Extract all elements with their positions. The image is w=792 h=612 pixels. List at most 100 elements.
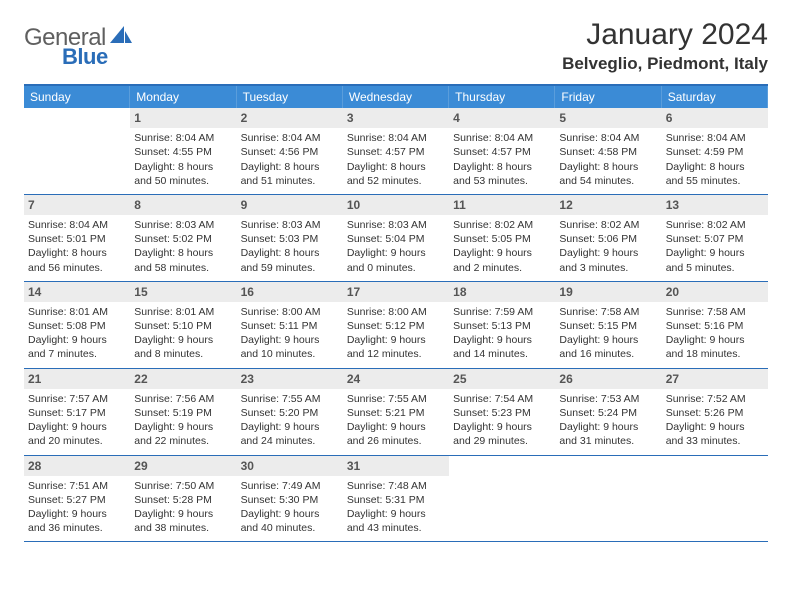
day-number: 5 [555, 108, 661, 128]
daylight1-text: Daylight: 8 hours [241, 246, 339, 260]
sunset-text: Sunset: 5:12 PM [347, 319, 445, 333]
calendar-cell: 25Sunrise: 7:54 AMSunset: 5:23 PMDayligh… [449, 369, 555, 456]
sunset-text: Sunset: 5:08 PM [28, 319, 126, 333]
calendar-cell: 17Sunrise: 8:00 AMSunset: 5:12 PMDayligh… [343, 282, 449, 369]
day-of-week-header: Sunday [24, 86, 130, 108]
sunset-text: Sunset: 4:57 PM [347, 145, 445, 159]
calendar-cell: 27Sunrise: 7:52 AMSunset: 5:26 PMDayligh… [662, 369, 768, 456]
sunset-text: Sunset: 5:31 PM [347, 493, 445, 507]
sunrise-text: Sunrise: 8:03 AM [134, 218, 232, 232]
logo-text-blue: Blue [62, 44, 108, 70]
sunset-text: Sunset: 5:06 PM [559, 232, 657, 246]
sunset-text: Sunset: 5:05 PM [453, 232, 551, 246]
daylight2-text: and 29 minutes. [453, 434, 551, 448]
daylight1-text: Daylight: 9 hours [241, 507, 339, 521]
day-number: 12 [555, 195, 661, 215]
logo: General Blue [24, 18, 136, 52]
daylight1-text: Daylight: 8 hours [559, 160, 657, 174]
title-block: January 2024 Belveglio, Piedmont, Italy [562, 18, 768, 74]
day-number: 10 [343, 195, 449, 215]
daylight1-text: Daylight: 9 hours [241, 333, 339, 347]
calendar-cell: 23Sunrise: 7:55 AMSunset: 5:20 PMDayligh… [237, 369, 343, 456]
day-of-week-header: Monday [130, 86, 236, 108]
day-number: 31 [343, 456, 449, 476]
sunrise-text: Sunrise: 7:55 AM [241, 392, 339, 406]
calendar-cell: 2 Sunrise: 8:04 AMSunset: 4:56 PMDaylight… [237, 108, 343, 195]
day-number: 2 [237, 108, 343, 128]
calendar-cell: 11Sunrise: 8:02 AMSunset: 5:05 PMDayligh… [449, 195, 555, 282]
daylight1-text: Daylight: 9 hours [666, 420, 764, 434]
sunrise-text: Sunrise: 8:04 AM [559, 131, 657, 145]
daylight1-text: Daylight: 8 hours [134, 246, 232, 260]
day-of-week-header: Thursday [449, 86, 555, 108]
daylight1-text: Daylight: 9 hours [134, 333, 232, 347]
daylight2-text: and 40 minutes. [241, 521, 339, 535]
calendar-cell: 3Sunrise: 8:04 AMSunset: 4:57 PMDaylight… [343, 108, 449, 195]
sunset-text: Sunset: 5:03 PM [241, 232, 339, 246]
daylight1-text: Daylight: 9 hours [666, 246, 764, 260]
sunset-text: Sunset: 4:56 PM [241, 145, 339, 159]
day-number: 28 [24, 456, 130, 476]
sunrise-text: Sunrise: 7:49 AM [241, 479, 339, 493]
sunrise-text: Sunrise: 8:03 AM [347, 218, 445, 232]
daylight2-text: and 5 minutes. [666, 261, 764, 275]
sunset-text: Sunset: 5:13 PM [453, 319, 551, 333]
daylight2-text: and 14 minutes. [453, 347, 551, 361]
daylight2-text: and 20 minutes. [28, 434, 126, 448]
sunrise-text: Sunrise: 8:04 AM [241, 131, 339, 145]
day-number: 17 [343, 282, 449, 302]
sunset-text: Sunset: 5:02 PM [134, 232, 232, 246]
daylight2-text: and 59 minutes. [241, 261, 339, 275]
daylight1-text: Daylight: 8 hours [666, 160, 764, 174]
daylight1-text: Daylight: 9 hours [453, 420, 551, 434]
daylight2-text: and 58 minutes. [134, 261, 232, 275]
daylight1-text: Daylight: 9 hours [347, 246, 445, 260]
calendar-cell: 22Sunrise: 7:56 AMSunset: 5:19 PMDayligh… [130, 369, 236, 456]
sunrise-text: Sunrise: 8:02 AM [453, 218, 551, 232]
sunrise-text: Sunrise: 7:57 AM [28, 392, 126, 406]
daylight2-text: and 55 minutes. [666, 174, 764, 188]
sunrise-text: Sunrise: 8:04 AM [28, 218, 126, 232]
daylight2-text: and 26 minutes. [347, 434, 445, 448]
day-number: 11 [449, 195, 555, 215]
day-number [24, 108, 130, 112]
sunrise-text: Sunrise: 8:04 AM [347, 131, 445, 145]
calendar-cell: 15Sunrise: 8:01 AMSunset: 5:10 PMDayligh… [130, 282, 236, 369]
sunrise-text: Sunrise: 8:04 AM [134, 131, 232, 145]
day-number: 6 [662, 108, 768, 128]
sunset-text: Sunset: 5:01 PM [28, 232, 126, 246]
sunrise-text: Sunrise: 8:02 AM [666, 218, 764, 232]
sunset-text: Sunset: 5:17 PM [28, 406, 126, 420]
daylight1-text: Daylight: 8 hours [241, 160, 339, 174]
calendar-cell: 31Sunrise: 7:48 AMSunset: 5:31 PMDayligh… [343, 456, 449, 543]
daylight2-text: and 18 minutes. [666, 347, 764, 361]
day-number: 8 [130, 195, 236, 215]
header: General Blue January 2024 Belveglio, Pie… [24, 18, 768, 74]
daylight2-text: and 12 minutes. [347, 347, 445, 361]
daylight1-text: Daylight: 8 hours [453, 160, 551, 174]
day-number: 23 [237, 369, 343, 389]
calendar-cell: 28Sunrise: 7:51 AMSunset: 5:27 PMDayligh… [24, 456, 130, 543]
calendar-cell: 7Sunrise: 8:04 AMSunset: 5:01 PMDaylight… [24, 195, 130, 282]
day-number: 19 [555, 282, 661, 302]
sunset-text: Sunset: 5:16 PM [666, 319, 764, 333]
sunrise-text: Sunrise: 8:01 AM [134, 305, 232, 319]
sunset-text: Sunset: 4:57 PM [453, 145, 551, 159]
sunrise-text: Sunrise: 8:03 AM [241, 218, 339, 232]
sunrise-text: Sunrise: 7:52 AM [666, 392, 764, 406]
day-number: 13 [662, 195, 768, 215]
calendar-cell: 16Sunrise: 8:00 AMSunset: 5:11 PMDayligh… [237, 282, 343, 369]
day-number: 14 [24, 282, 130, 302]
calendar-cell: 24Sunrise: 7:55 AMSunset: 5:21 PMDayligh… [343, 369, 449, 456]
sunset-text: Sunset: 4:55 PM [134, 145, 232, 159]
day-number: 1 [130, 108, 236, 128]
calendar-cell: 10 Sunrise: 8:03 AMSunset: 5:04 PMDayligh… [343, 195, 449, 282]
daylight1-text: Daylight: 9 hours [559, 246, 657, 260]
daylight1-text: Daylight: 8 hours [28, 246, 126, 260]
daylight2-text: and 2 minutes. [453, 261, 551, 275]
daylight1-text: Daylight: 8 hours [134, 160, 232, 174]
sunset-text: Sunset: 5:04 PM [347, 232, 445, 246]
day-of-week-header: Wednesday [343, 86, 449, 108]
sunrise-text: Sunrise: 8:01 AM [28, 305, 126, 319]
sunrise-text: Sunrise: 7:51 AM [28, 479, 126, 493]
